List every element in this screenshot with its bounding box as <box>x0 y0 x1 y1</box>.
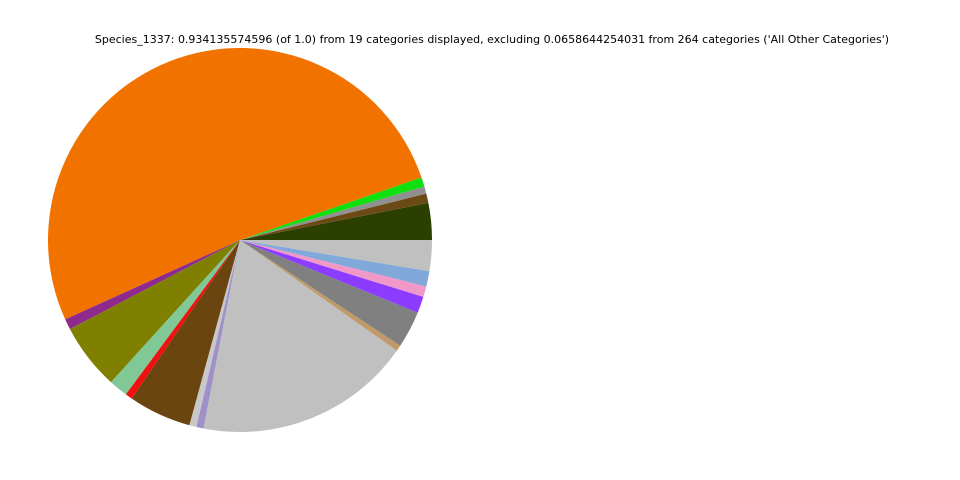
pie-slice <box>240 240 401 351</box>
pie-slice <box>240 240 418 346</box>
pie-slice <box>240 186 427 240</box>
pie-slice <box>131 240 240 426</box>
pie-slice <box>69 240 240 383</box>
pie-slice <box>125 240 240 399</box>
chart-title: Species_1337: 0.934135574596 (of 1.0) fr… <box>95 33 889 46</box>
pie-slice <box>203 240 397 433</box>
pie-slice <box>240 240 424 313</box>
pie-slice <box>240 240 430 287</box>
pie-slice <box>240 177 425 240</box>
pie-slice <box>110 240 241 395</box>
pie-slice <box>65 240 240 330</box>
pie-slice <box>196 240 240 429</box>
pie-slice <box>240 202 432 240</box>
pie-slice <box>47 47 422 320</box>
pie-slice <box>240 240 427 297</box>
pie-slice <box>240 240 432 272</box>
pie-slice <box>189 240 240 427</box>
pie-slice <box>240 193 429 240</box>
